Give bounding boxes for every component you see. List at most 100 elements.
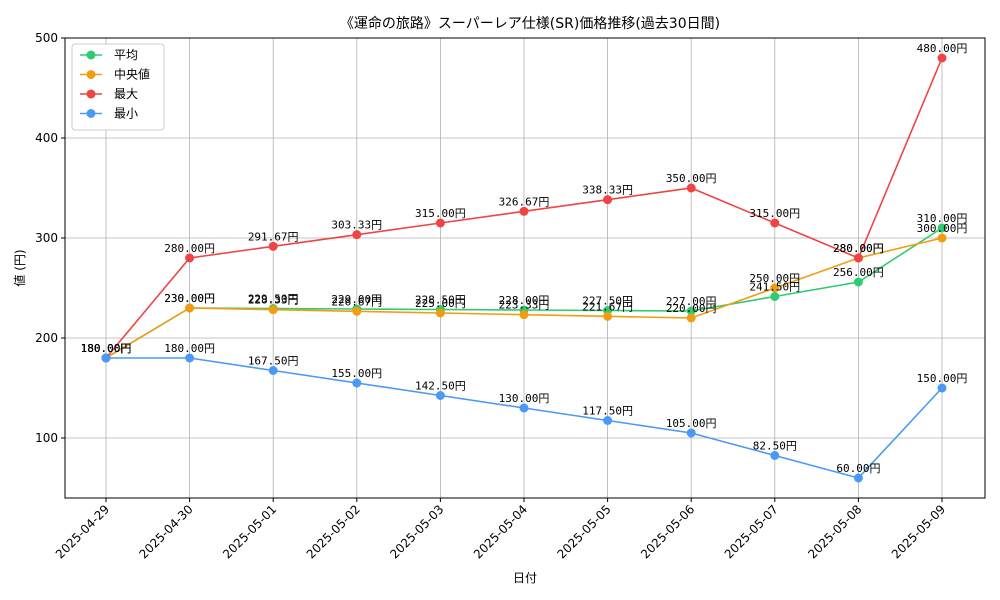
data-point [937, 53, 947, 63]
data-point [101, 353, 111, 363]
data-label: 280.00円 [833, 242, 884, 255]
data-label: 142.50円 [415, 380, 466, 393]
data-point [268, 241, 278, 251]
data-label: 280.00円 [833, 242, 884, 255]
legend-marker [86, 50, 96, 60]
data-point [853, 253, 863, 263]
data-point [435, 308, 445, 318]
data-label: 227.00円 [666, 295, 717, 308]
legend-label: 中央値 [114, 67, 150, 82]
data-point [435, 391, 445, 400]
data-point [853, 277, 863, 287]
data-point [185, 353, 195, 363]
legend-marker [86, 70, 96, 79]
data-point [185, 253, 195, 263]
data-label: 250.00円 [749, 272, 800, 285]
data-label: 167.50円 [248, 355, 299, 368]
legend-box [71, 43, 165, 131]
data-label: 60.00円 [836, 462, 880, 475]
data-label: 300.00円 [917, 222, 968, 235]
data-label: 225.00円 [415, 297, 466, 310]
y-tick-label: 100 [35, 431, 58, 445]
data-label: 117.50円 [582, 405, 633, 418]
data-label: 150.00円 [917, 372, 968, 385]
x-tick-label: 2025-05-03 [387, 502, 446, 561]
data-label: 338.33円 [582, 184, 633, 197]
data-label: 230.00円 [164, 292, 215, 305]
data-label: 130.00円 [499, 392, 550, 405]
x-tick-label: 2025-05-04 [471, 502, 530, 561]
data-label: 310.00円 [917, 212, 968, 225]
data-point [937, 383, 947, 393]
data-label: 326.67円 [499, 195, 550, 208]
data-point [268, 366, 278, 375]
data-label: 82.50円 [753, 440, 797, 453]
legend-label: 平均 [114, 48, 138, 62]
data-label: 105.00円 [666, 417, 717, 430]
data-label: 220.00円 [666, 302, 717, 315]
y-tick-label: 500 [35, 31, 58, 45]
data-label: 228.50円 [415, 294, 466, 307]
data-point [686, 428, 696, 438]
data-point [352, 306, 362, 316]
data-label: 226.67円 [331, 295, 382, 308]
legend-label: 最小 [114, 107, 138, 121]
data-point [352, 230, 362, 240]
data-label: 315.00円 [749, 207, 800, 220]
data-label: 350.00円 [666, 172, 717, 185]
x-tick-label: 2025-05-01 [220, 502, 279, 561]
data-label: 155.00円 [331, 367, 382, 380]
data-label: 180.00円 [81, 342, 132, 355]
data-label: 221.67円 [582, 300, 633, 313]
data-point [519, 310, 529, 320]
data-point [185, 303, 195, 313]
data-label: 303.33円 [331, 219, 382, 232]
data-point [268, 305, 278, 315]
y-tick-label: 200 [35, 331, 58, 345]
x-tick-label: 2025-04-30 [137, 502, 196, 561]
x-tick-label: 2025-05-08 [805, 502, 864, 561]
x-tick-label: 2025-05-07 [722, 502, 781, 561]
data-labels: 180.00円 230.00円 229.50円 229.00円 228.50円 228.0… [81, 42, 968, 475]
data-label: 180.00円 [81, 342, 132, 355]
data-label: 228.33円 [248, 294, 299, 307]
data-point [603, 311, 613, 321]
data-point [435, 218, 445, 228]
data-label: 280.00円 [164, 242, 215, 255]
data-point [770, 292, 780, 301]
data-label: 315.00円 [415, 207, 466, 220]
data-label: 229.50円 [248, 293, 299, 306]
data-label: 480.00円 [917, 42, 968, 55]
data-label: 223.33円 [499, 299, 550, 312]
legend-label: 最大 [114, 87, 138, 101]
data-point [686, 183, 696, 193]
data-point [770, 218, 780, 228]
x-tick-label: 2025-05-02 [304, 502, 363, 561]
grid [65, 37, 985, 498]
data-point [770, 283, 780, 293]
x-tick-label: 2025-05-05 [555, 502, 614, 561]
data-point [937, 223, 947, 233]
data-point [937, 233, 947, 243]
data-point [770, 451, 780, 460]
data-point [853, 473, 863, 483]
chart-title: 《運命の旅路》スーパーレア仕様(SR)価格推移(過去30日間) [340, 15, 720, 32]
x-tick-label: 2025-04-29 [53, 502, 112, 561]
data-point [686, 313, 696, 323]
data-point [603, 416, 613, 425]
data-label: 227.50円 [582, 295, 633, 308]
y-axis-title: 値 (円) [12, 249, 27, 286]
plot-frame [64, 37, 986, 499]
series-group [101, 53, 947, 483]
legend-marker [86, 89, 96, 99]
data-label: 241.50円 [749, 281, 800, 294]
data-label: 180.00円 [81, 342, 132, 355]
data-point [352, 378, 362, 388]
data-label: 291.67円 [248, 230, 299, 243]
data-point [686, 306, 696, 316]
data-label: 230.00円 [164, 292, 215, 305]
data-point [603, 195, 613, 205]
data-label: 180.00円 [81, 342, 132, 355]
